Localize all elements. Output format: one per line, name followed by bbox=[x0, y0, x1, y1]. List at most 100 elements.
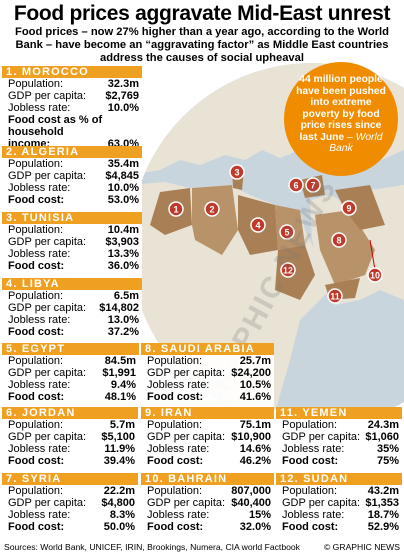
stat-value: 6.5m bbox=[113, 290, 139, 302]
stat-row: Population: 35.4m bbox=[2, 158, 142, 170]
stat-value: 9.4% bbox=[110, 379, 136, 391]
stat-value: $1,060 bbox=[365, 431, 399, 443]
country-panel: 1. MOROCCO Population: 32.3m GDP per capita… bbox=[2, 66, 142, 150]
stat-row: GDP per capita: $24,200 bbox=[141, 367, 274, 379]
stat-row: GDP per capita: $3,903 bbox=[2, 236, 142, 248]
stat-row: Population: 32.3m bbox=[2, 78, 142, 90]
map-marker-label: 10 bbox=[370, 271, 380, 281]
stat-value: 75.1m bbox=[239, 419, 271, 431]
map-marker bbox=[288, 177, 304, 193]
callout-source: – World Bank bbox=[329, 131, 383, 155]
map-marker-label: 6 bbox=[293, 181, 298, 191]
stat-label: Jobless rate: bbox=[282, 509, 345, 521]
stat-value: 10.0% bbox=[107, 102, 139, 114]
stat-row: Population: 22.2m bbox=[2, 485, 138, 497]
stat-label: Population: bbox=[282, 419, 338, 431]
country-header: 10. BAHRAIN bbox=[141, 473, 274, 485]
stat-value: 14.6% bbox=[239, 443, 271, 455]
stat-label: Jobless rate: bbox=[147, 509, 210, 521]
map-marker bbox=[229, 164, 245, 180]
stat-label: Food cost: bbox=[147, 521, 204, 533]
stat-value: 25.7m bbox=[239, 355, 271, 367]
map-marker-label: 12 bbox=[283, 266, 293, 276]
stat-label: Food cost as % of household income: bbox=[8, 114, 103, 150]
stat-label: Population: bbox=[8, 78, 64, 90]
stat-value: $40,400 bbox=[231, 497, 271, 509]
stat-row: GDP per capita: $4,800 bbox=[2, 497, 138, 509]
country-panel: 6. JORDAN Population: 5.7m GDP per capita: $… bbox=[2, 407, 138, 473]
country-header: 1. MOROCCO bbox=[2, 66, 142, 78]
stat-value: $24,200 bbox=[231, 367, 271, 379]
map-marker-label: 11 bbox=[330, 292, 340, 302]
stat-row: GDP per capita: $1,991 bbox=[2, 367, 139, 379]
stat-label: Population: bbox=[147, 419, 203, 431]
stat-row: Food cost: 36.0% bbox=[2, 260, 142, 272]
stat-row: GDP per capita: $1,060 bbox=[276, 431, 402, 443]
stat-row: Food cost: 48.1% bbox=[2, 391, 139, 403]
stat-row: Jobless rate: 13.0% bbox=[2, 314, 142, 326]
map-marker bbox=[279, 224, 295, 240]
map-marker bbox=[331, 232, 347, 248]
stat-label: GDP per capita: bbox=[8, 236, 87, 248]
subtitle: Food prices – now 27% higher than a year… bbox=[14, 26, 390, 64]
stat-row: Population: 24.3m bbox=[276, 419, 402, 431]
stat-value: $4,845 bbox=[105, 170, 139, 182]
stat-label: Jobless rate: bbox=[8, 509, 71, 521]
stat-label: GDP per capita: bbox=[8, 90, 87, 102]
stat-value: 18.7% bbox=[367, 509, 399, 521]
stat-label: Food cost: bbox=[8, 455, 65, 467]
stat-label: Jobless rate: bbox=[147, 379, 210, 391]
stat-row: Jobless rate: 10.0% bbox=[2, 102, 142, 114]
stat-row: Jobless rate: 14.6% bbox=[141, 443, 274, 455]
map-marker bbox=[250, 217, 266, 233]
stat-row: GDP per capita: $1,353 bbox=[276, 497, 402, 509]
stat-value: $5,100 bbox=[101, 431, 135, 443]
stat-row: Food cost: 41.6% bbox=[141, 391, 274, 403]
callout: 44 million people have been pushed into … bbox=[284, 62, 398, 176]
stat-label: Food cost: bbox=[8, 391, 65, 403]
map-marker bbox=[305, 177, 321, 193]
stat-row: Food cost as % of household income: 63.0% bbox=[2, 114, 142, 150]
stat-value: $14,802 bbox=[99, 302, 139, 314]
stat-label: Jobless rate: bbox=[8, 443, 71, 455]
stat-row: GDP per capita: $14,802 bbox=[2, 302, 142, 314]
stat-value: 84.5m bbox=[104, 355, 136, 367]
stat-label: Food cost: bbox=[8, 194, 65, 206]
stat-label: GDP per capita: bbox=[147, 431, 226, 443]
map-marker-label: 3 bbox=[234, 168, 239, 178]
map-marker bbox=[327, 288, 343, 304]
stat-label: GDP per capita: bbox=[8, 497, 87, 509]
stat-label: Food cost: bbox=[8, 521, 65, 533]
stat-row: Population: 43.2m bbox=[276, 485, 402, 497]
stat-label: GDP per capita: bbox=[8, 431, 87, 443]
country-panel: 7. SYRIA Population: 22.2m GDP per capita: $… bbox=[2, 473, 138, 541]
stat-value: $10,900 bbox=[231, 431, 271, 443]
stat-row: GDP per capita: $2,769 bbox=[2, 90, 142, 102]
callout-text: 44 million people have been pushed into … bbox=[296, 74, 386, 143]
stat-row: Food cost: 32.0% bbox=[141, 521, 274, 533]
stat-row: Population: 25.7m bbox=[141, 355, 274, 367]
stat-value: 22.2m bbox=[103, 485, 135, 497]
stat-label: GDP per capita: bbox=[147, 367, 226, 379]
stat-row: Jobless rate: 8.3% bbox=[2, 509, 138, 521]
stat-label: Population: bbox=[8, 290, 64, 302]
country-panel: 2. ALGERIA Population: 35.4m GDP per capita… bbox=[2, 146, 142, 212]
stat-row: Population: 807,000 bbox=[141, 485, 274, 497]
stat-label: Population: bbox=[8, 355, 64, 367]
stat-row: Population: 5.7m bbox=[2, 419, 138, 431]
stat-value: 807,000 bbox=[231, 485, 271, 497]
stat-label: Jobless rate: bbox=[8, 314, 71, 326]
stat-label: GDP per capita: bbox=[8, 302, 87, 314]
country-header: 5. EGYPT bbox=[2, 343, 139, 355]
stat-label: Food cost: bbox=[147, 391, 204, 403]
credit: © GRAPHIC NEWS bbox=[323, 542, 400, 552]
stat-label: Food cost: bbox=[282, 455, 339, 467]
stat-value: 41.6% bbox=[239, 391, 271, 403]
stat-value: $1,991 bbox=[102, 367, 136, 379]
leader-line bbox=[369, 239, 376, 271]
stat-value: $3,903 bbox=[105, 236, 139, 248]
stat-label: Jobless rate: bbox=[282, 443, 345, 455]
country-panel: 5. EGYPT Population: 84.5m GDP per capita: $… bbox=[2, 343, 139, 407]
map-marker-label: 4 bbox=[255, 221, 260, 231]
stat-label: Food cost: bbox=[8, 260, 65, 272]
